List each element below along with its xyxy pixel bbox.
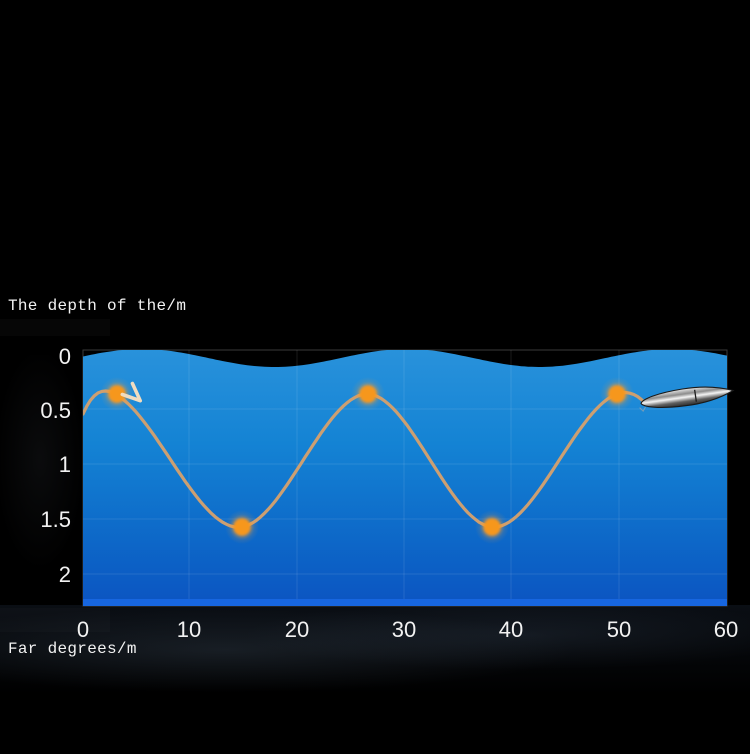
svg-text:1.5: 1.5 bbox=[40, 507, 71, 532]
svg-text:60: 60 bbox=[714, 617, 738, 642]
svg-text:1: 1 bbox=[59, 452, 71, 477]
svg-text:50: 50 bbox=[607, 617, 631, 642]
svg-text:20: 20 bbox=[285, 617, 309, 642]
svg-text:40: 40 bbox=[499, 617, 523, 642]
svg-text:2: 2 bbox=[59, 562, 71, 587]
svg-text:0.5: 0.5 bbox=[40, 398, 71, 423]
svg-text:10: 10 bbox=[177, 617, 201, 642]
svg-text:0: 0 bbox=[77, 617, 89, 642]
svg-text:30: 30 bbox=[392, 617, 416, 642]
svg-text:0: 0 bbox=[59, 344, 71, 369]
